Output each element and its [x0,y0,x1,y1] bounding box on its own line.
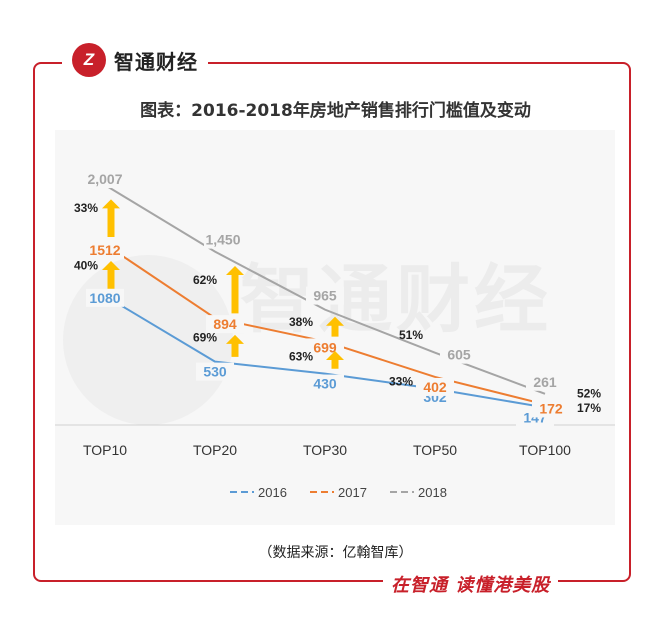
chart-area: 智通财经 TOP10 TOP20 TOP30 TOP50 TOP100 1080 530 43… [55,130,615,525]
data-label-2016-top10: 1080 [89,290,120,306]
growth-2017-label-top20: 69% [193,330,217,344]
growth-2018-label-top10: 33% [74,201,98,215]
line-chart: TOP10 TOP20 TOP30 TOP50 TOP10010805304303021… [55,170,615,500]
legend-label-2017: 2017 [338,485,367,500]
growth-2018-label-top30: 38% [289,315,313,329]
growth-arrow-2018-1 [226,265,244,314]
x-tick-label-top10: TOP10 [83,442,127,458]
growth-arrow-2018-2 [326,316,344,337]
card-frame [33,62,631,582]
data-label-bg-2016-1 [196,362,234,381]
slogan-text: 在智通 读懂港美股 [391,575,551,596]
growth-arrow-2017-2 [326,350,344,369]
chart-source: （数据来源：亿翰智库） [258,545,413,561]
x-tick-label-top20: TOP20 [193,442,237,458]
data-label-2018-top30: 965 [313,288,337,304]
growth-2017-label-top50: 33% [389,375,413,389]
data-label-bg-2017-1 [206,315,244,334]
data-label-bg-2017-0 [86,241,124,260]
growth-2017-label-top100: 17% [577,401,601,415]
legend-label-2016: 2016 [258,485,287,500]
x-tick-label-top100: TOP100 [519,442,571,458]
data-label-bg-2017-3 [416,377,454,396]
series-line-2018 [104,184,546,395]
data-label-2017-top10: 1512 [89,242,120,258]
data-label-2016-top20: 530 [203,364,227,380]
growth-arrow-2017-1 [226,334,244,357]
growth-2018-label-top20: 62% [193,273,217,287]
data-label-2017-top100: 172 [539,400,563,416]
data-label-bg-2018-2 [306,286,344,305]
data-label-2017-top50: 402 [423,379,447,395]
x-tick-label-top50: TOP50 [413,442,457,458]
data-label-2016-top30: 430 [313,376,337,392]
watermark-logo-icon [63,255,233,425]
growth-2018-label-top100: 52% [577,387,601,401]
growth-2017-label-top10: 40% [74,259,98,273]
watermark-text: 智通财经 [240,257,552,343]
growth-arrow-2018-0 [102,199,120,238]
data-label-bg-2016-0 [86,288,124,307]
series-line-2016 [104,295,546,409]
x-tick-label-top30: TOP30 [303,442,347,458]
data-label-2017-top30: 699 [313,339,337,355]
data-label-bg-2017-4 [532,399,570,418]
data-label-bg-2018-0 [86,170,124,189]
growth-2017-label-top30: 63% [289,349,313,363]
data-label-2018-top20: 1,450 [205,232,240,248]
legend-label-2018: 2018 [418,485,447,500]
data-label-bg-2018-3 [440,345,478,364]
brand-logo-icon: Z [72,43,106,77]
data-label-bg-2018-1 [204,230,242,249]
data-label-bg-2016-2 [306,374,344,393]
growth-2018-label-top50: 51% [399,328,423,342]
growth-arrow-2017-0 [102,260,120,289]
data-label-2018-top50: 605 [447,347,471,363]
data-label-bg-2018-4 [526,372,564,391]
slogan-banner: 在智通 读懂港美股 [383,570,559,598]
data-label-2018-top100: 261 [533,374,557,390]
data-label-2017-top20: 894 [213,316,237,332]
data-label-2018-top10: 2,007 [87,171,122,187]
brand-header: Z 智通财经 [62,40,208,80]
brand-name: 智通财经 [114,49,198,74]
chart-title: 图表：2016-2018年房地产销售排行门槛值及变动 [140,101,531,121]
